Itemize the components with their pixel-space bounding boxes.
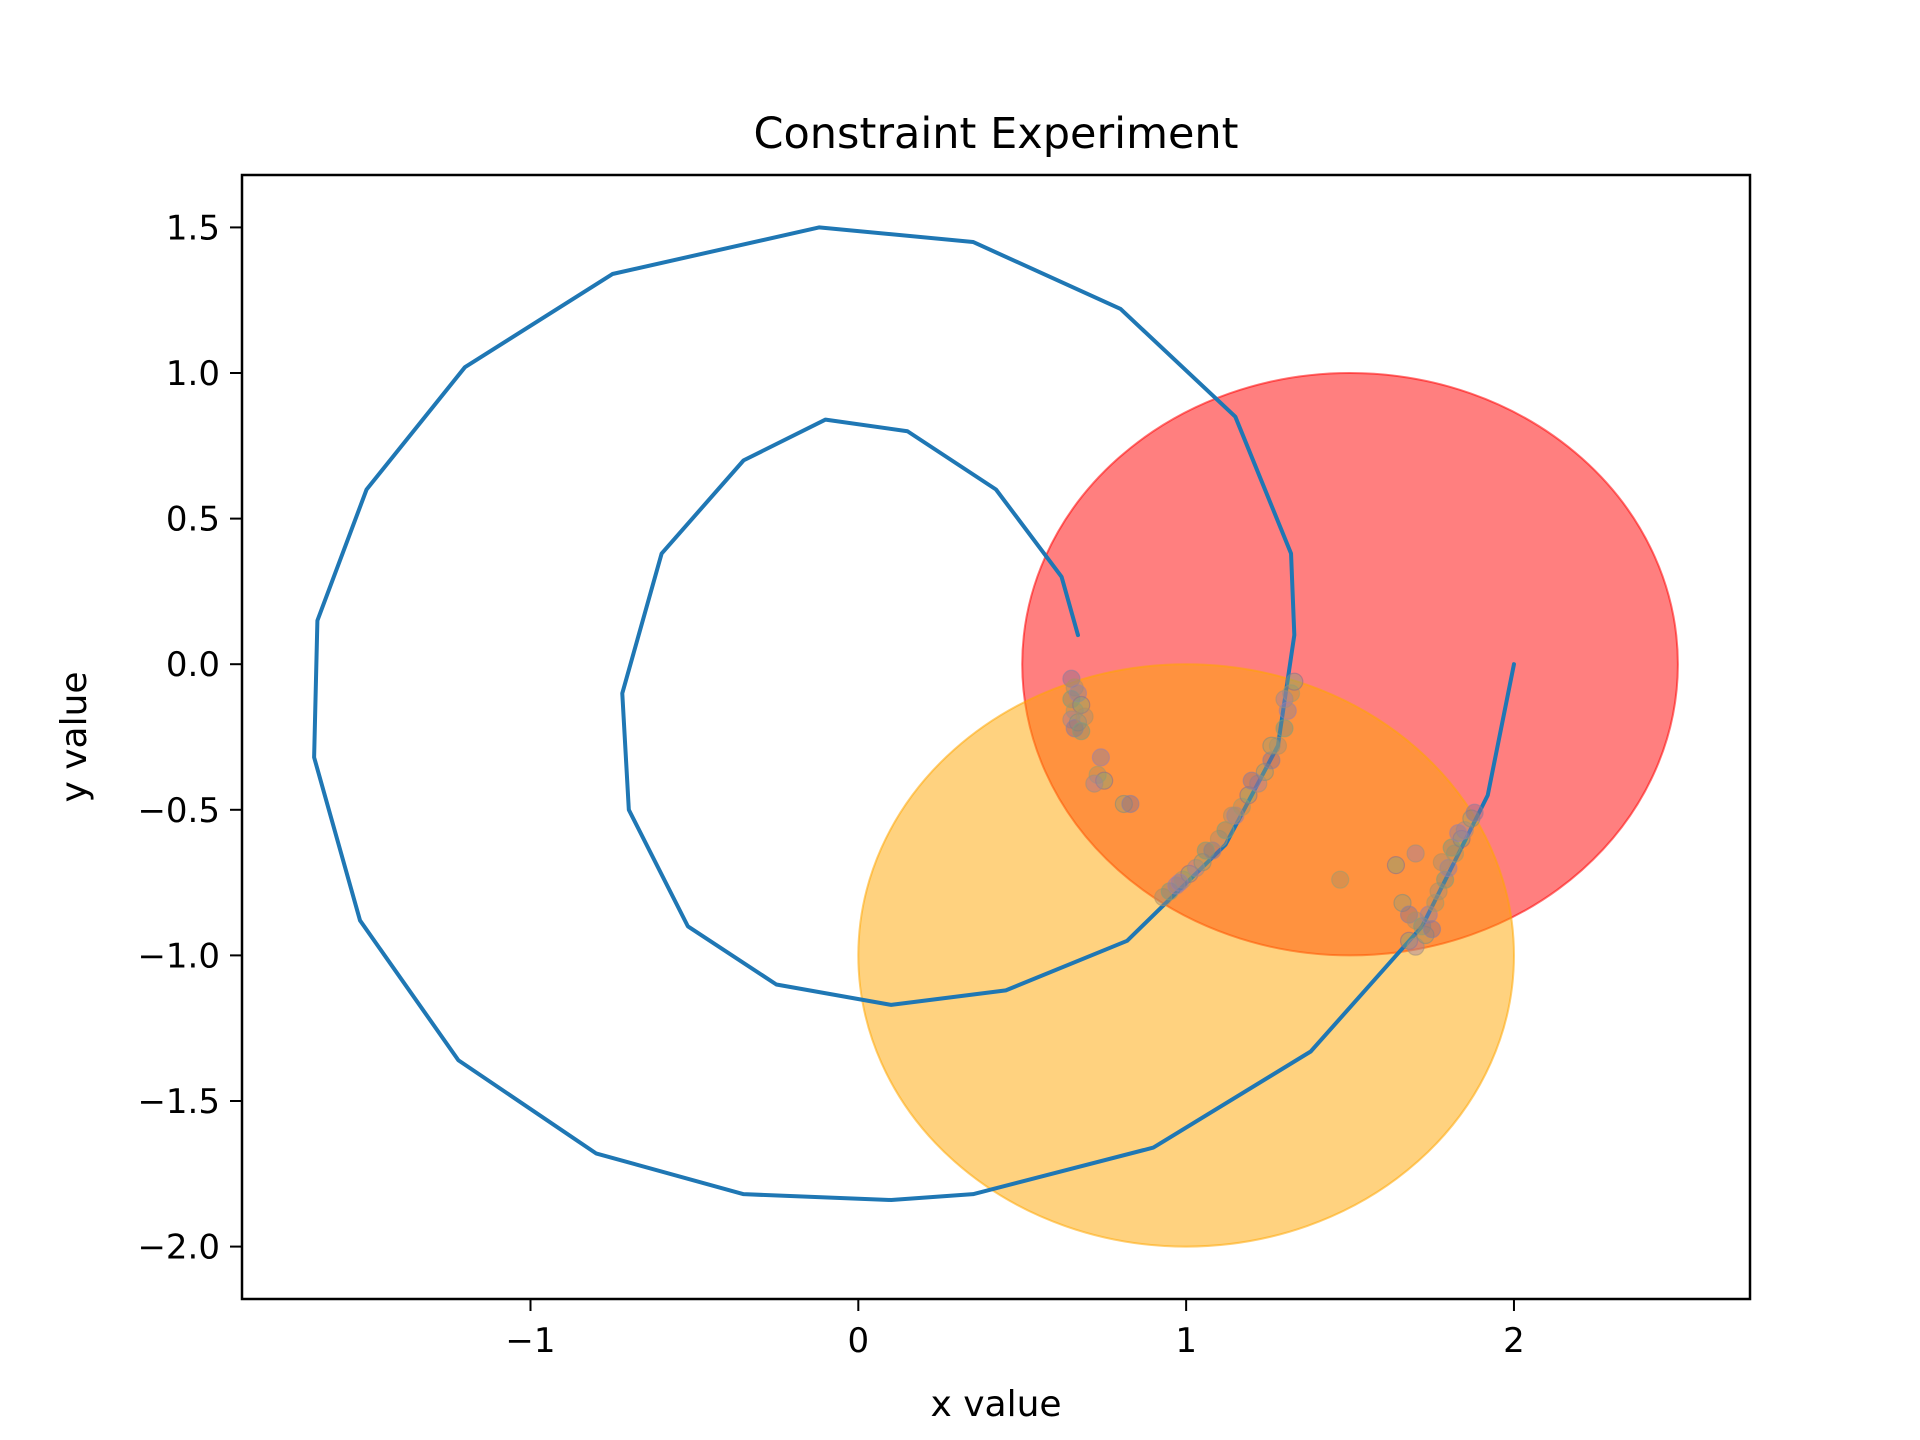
spiral-path — [312, 225, 1516, 1202]
x-axis-label: x value — [930, 1384, 1061, 1425]
scatter-point-45 — [1331, 870, 1350, 889]
scatter-point-52 — [1419, 905, 1438, 924]
scatter-point-16 — [1114, 794, 1133, 814]
plot-frame — [240, 173, 1752, 1301]
scatter-point-6 — [1072, 695, 1091, 715]
scatter-point-44 — [1170, 873, 1189, 892]
scatter-point-15 — [1085, 774, 1104, 793]
x-axis: −1 0 1 2 — [505, 1299, 1525, 1361]
scatter-point-43 — [1196, 841, 1215, 860]
scatter-point-55 — [1406, 937, 1425, 956]
scatter-point-41 — [1242, 771, 1261, 790]
scatter-point-40 — [1262, 736, 1281, 755]
y-axis-label: y value — [54, 671, 95, 802]
scatter-point-46 — [1386, 856, 1406, 875]
scatter-point-25 — [1203, 841, 1222, 860]
scatter-point-64 — [1462, 809, 1481, 828]
scatter-point-36 — [1278, 701, 1297, 720]
scatter-point-32 — [1255, 762, 1274, 782]
scatter-point-34 — [1268, 736, 1288, 755]
scatter-point-57 — [1422, 920, 1442, 939]
x-tick-label-4: 2 — [1503, 1321, 1525, 1361]
y-tick-label-6: −1.0 — [137, 936, 220, 976]
x-tick-label-1: −1 — [505, 1321, 555, 1361]
scatter-point-39 — [1275, 690, 1294, 709]
scatter-point-42 — [1222, 806, 1242, 825]
scatter-point-10 — [1075, 707, 1094, 726]
scatter-point-38 — [1285, 672, 1304, 691]
scatter-point-24 — [1193, 853, 1212, 872]
chart-title: Constraint Experiment — [753, 109, 1238, 159]
scatter-point-48 — [1393, 893, 1412, 913]
y-tick-label-5: −0.5 — [137, 791, 220, 831]
y-tick-label-7: −1.5 — [137, 1082, 220, 1122]
scatter-point-47 — [1406, 844, 1425, 863]
scatter-point-11 — [1072, 722, 1091, 741]
scatter-point-59 — [1436, 870, 1455, 889]
y-tick-label-3: 0.5 — [166, 500, 220, 540]
y-tick-label-2: 1.0 — [166, 354, 220, 394]
scatter-point-35 — [1275, 719, 1294, 738]
x-tick-label-3: 1 — [1175, 1321, 1197, 1361]
y-tick-label-1: 1.5 — [166, 208, 220, 248]
scatter-point-4 — [1068, 684, 1088, 703]
scatter-point-17 — [1121, 794, 1140, 814]
scatter-point-65 — [1465, 803, 1484, 822]
y-tick-label-8: −2.0 — [137, 1228, 220, 1268]
y-tick-label-4: 0.0 — [166, 645, 220, 685]
scatter-point-68 — [1449, 823, 1468, 843]
scatter-point-30 — [1239, 786, 1258, 805]
scatter-point-2 — [1065, 678, 1084, 697]
scatter-point-58 — [1429, 882, 1448, 901]
scatter-point-66 — [1432, 853, 1451, 872]
y-axis: 1.5 1.0 0.5 0.0 −0.5 −1.0 −1.5 −2.0 — [137, 208, 242, 1268]
constraint-region-2 — [857, 663, 1515, 1248]
plot-area — [312, 225, 1679, 1248]
scatter-point-12 — [1091, 748, 1111, 767]
x-tick-label-2: 0 — [847, 1321, 869, 1361]
scatter-point-53 — [1426, 893, 1445, 913]
